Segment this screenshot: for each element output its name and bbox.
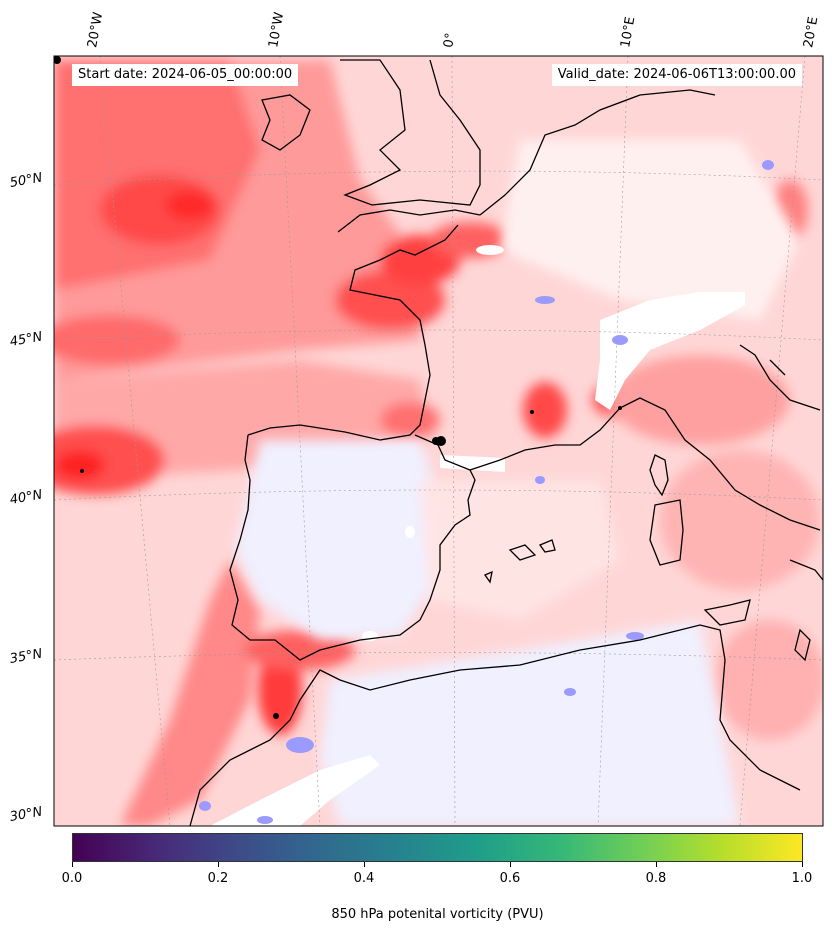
colorbar-tick bbox=[72, 862, 73, 867]
colorbar-tick bbox=[218, 862, 219, 867]
pv-negative-spots bbox=[199, 160, 774, 824]
lon-label-0: 0° bbox=[441, 31, 459, 49]
valid-date-box: Valid_date: 2024-06-06T13:00:00.00 bbox=[551, 64, 802, 86]
colorbar-label: 850 hPa potenital vorticity (PVU) bbox=[331, 907, 544, 922]
colorbar-tick-label: 1.0 bbox=[791, 871, 813, 886]
colorbar-tick bbox=[656, 862, 657, 867]
graticule bbox=[54, 56, 823, 826]
pv-field-positive bbox=[54, 60, 823, 826]
colorbar-tick bbox=[802, 862, 803, 867]
start-date-box: Start date: 2024-06-05_00:00:00 bbox=[72, 64, 299, 86]
pv-point-markers bbox=[54, 56, 622, 719]
pv-map bbox=[53, 55, 824, 827]
colorbar-tick bbox=[364, 862, 365, 867]
colorbar-tick-label: 0.6 bbox=[499, 871, 521, 886]
colorbar-tick bbox=[510, 862, 511, 867]
colorbar-tick-label: 0.0 bbox=[61, 871, 83, 886]
colorbar bbox=[72, 833, 803, 862]
pv-field-low bbox=[235, 140, 800, 826]
colorbar-tick-label: 0.2 bbox=[207, 871, 229, 886]
colorbar-tick-label: 0.8 bbox=[645, 871, 667, 886]
map-frame bbox=[53, 55, 824, 827]
pv-missing-patches bbox=[210, 245, 745, 826]
coastlines bbox=[189, 59, 823, 826]
colorbar-tick-label: 0.4 bbox=[353, 871, 375, 886]
